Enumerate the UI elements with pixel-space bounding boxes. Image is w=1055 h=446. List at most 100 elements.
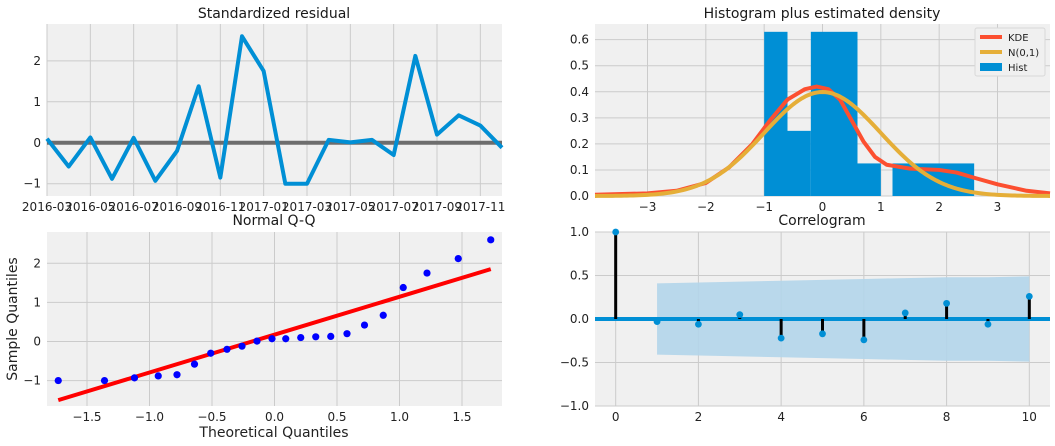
qq-ylabel: Sample Quantiles xyxy=(5,257,21,380)
y-tick-label: −1 xyxy=(23,374,41,388)
x-tick-label: 1.0 xyxy=(390,410,409,424)
qq-title: Normal Q-Q xyxy=(232,213,315,229)
y-tick-label: 1 xyxy=(33,295,41,309)
x-tick-label: 2016-07 xyxy=(109,200,159,214)
qq-point xyxy=(54,376,62,385)
acf-panel: 0 2 4 6 8 10 −1.0 −0.5 0.0 0.5 1.0 Correlogram xyxy=(560,213,1050,424)
hist-panel: −3 −2 −1 0 1 2 3 0.0 0.1 0.2 0.3 0.4 0.5 0.6 KDE N(0,… xyxy=(570,6,1051,214)
qq-point xyxy=(238,342,246,350)
x-tick-label: −3 xyxy=(639,200,657,214)
qq-point xyxy=(487,236,495,244)
qq-panel: −1.5 −1.0 −0.5 0.0 0.5 1.0 1.5 −1 0 1 2 Normal Q-Q… xyxy=(5,213,502,441)
x-tick-label: −1.0 xyxy=(135,410,164,424)
y-tick-label: 2 xyxy=(33,256,41,270)
qq-point xyxy=(100,376,109,385)
x-tick-label: −1.5 xyxy=(72,410,101,424)
y-tick-label: 1 xyxy=(33,95,41,109)
x-tick-label: 1 xyxy=(877,200,885,214)
y-tick-label: 0.0 xyxy=(570,312,589,326)
y-tick-label: 0.3 xyxy=(570,111,589,125)
acf-point xyxy=(695,320,702,328)
qq-point xyxy=(423,269,431,277)
y-tick-label: 0 xyxy=(33,334,41,348)
qq-point xyxy=(207,349,215,357)
x-tick-label: 2017-05 xyxy=(325,200,375,214)
y-tick-label: 0.6 xyxy=(570,33,589,47)
y-tick-label: −1.0 xyxy=(560,399,589,413)
x-tick-label: 8 xyxy=(943,410,951,424)
y-tick-label: 0.1 xyxy=(570,163,589,177)
x-tick-label: 2 xyxy=(695,410,703,424)
x-tick-label: −0.5 xyxy=(197,410,226,424)
qq-point xyxy=(154,372,162,380)
x-tick-label: 2017-09 xyxy=(412,200,462,214)
legend-hist-label: Hist xyxy=(1008,63,1028,74)
x-tick-label: 2017-01 xyxy=(239,200,289,214)
resid-ticks: 2016-032016-052016-072016-092016-112017-… xyxy=(22,54,505,214)
acf-point xyxy=(943,299,950,307)
qq-point xyxy=(379,311,387,319)
x-tick-label: 0.5 xyxy=(327,410,346,424)
qq-point xyxy=(360,321,369,329)
hist-ticks: −3 −2 −1 0 1 2 3 0.0 0.1 0.2 0.3 0.4 0.5 0.6 xyxy=(570,33,1001,214)
acf-point xyxy=(901,309,909,317)
x-tick-label: −2 xyxy=(697,200,715,214)
qq-marks xyxy=(54,236,495,403)
x-tick-label: 0 xyxy=(612,410,620,424)
y-tick-label: 0.2 xyxy=(570,137,589,151)
acf-point xyxy=(1025,292,1033,300)
residual-series-line xyxy=(45,34,504,186)
acf-title: Correlogram xyxy=(778,213,865,229)
acf-ticks: 0 2 4 6 8 10 −1.0 −0.5 0.0 0.5 1.0 xyxy=(560,225,1037,424)
x-tick-label: 0 xyxy=(819,200,827,214)
y-tick-label: 0.0 xyxy=(570,189,589,203)
qq-reference-line xyxy=(57,267,492,403)
qq-ticks: −1.5 −1.0 −0.5 0.0 0.5 1.0 1.5 −1 0 1 2 xyxy=(23,256,471,424)
x-tick-label: 3 xyxy=(994,200,1002,214)
acf-marks xyxy=(595,228,1050,362)
x-tick-label: 0.0 xyxy=(265,410,284,424)
x-tick-label: 2017-03 xyxy=(282,200,332,214)
qq-point xyxy=(312,333,320,341)
hist-legend: KDE N(0,1) Hist xyxy=(974,27,1046,77)
x-tick-label: −1 xyxy=(755,200,773,214)
acf-point xyxy=(736,311,744,319)
qq-point xyxy=(173,371,181,379)
y-tick-label: −1 xyxy=(23,177,41,191)
y-tick-label: 0.5 xyxy=(570,59,589,73)
qq-point xyxy=(454,254,462,263)
acf-point xyxy=(653,318,661,326)
x-tick-label: 10 xyxy=(1022,410,1037,424)
histogram-bar xyxy=(810,31,858,197)
resid-panel: 2016-032016-052016-072016-092016-112017-… xyxy=(22,6,505,214)
x-tick-label: 4 xyxy=(777,410,785,424)
resid-marks xyxy=(45,34,504,186)
qq-point xyxy=(399,283,407,292)
x-tick-label: 6 xyxy=(860,410,868,424)
acf-point xyxy=(984,320,992,328)
qq-point xyxy=(130,374,139,382)
x-tick-label: 2017-07 xyxy=(369,200,419,214)
x-tick-label: 2016-03 xyxy=(22,200,72,214)
qq-point xyxy=(297,333,305,342)
legend-normal-label: N(0,1) xyxy=(1008,48,1039,59)
x-tick-label: 2016-09 xyxy=(152,200,202,214)
qq-point xyxy=(253,337,261,345)
acf-point xyxy=(777,334,785,342)
normal-density-curve xyxy=(594,90,1051,198)
hist-marks xyxy=(594,31,1051,198)
y-tick-label: 0.4 xyxy=(570,85,589,99)
acf-point xyxy=(612,228,620,236)
y-tick-label: 0.5 xyxy=(570,269,589,283)
x-tick-label: 2 xyxy=(935,200,943,214)
qq-point xyxy=(343,330,351,338)
x-tick-label: 1.5 xyxy=(452,410,471,424)
acf-point xyxy=(860,336,868,344)
histogram-bar xyxy=(787,130,811,196)
y-tick-label: −0.5 xyxy=(560,356,589,370)
resid-title: Standardized residual xyxy=(198,6,350,22)
resid-grid xyxy=(46,24,502,196)
x-tick-label: 2017-11 xyxy=(455,200,505,214)
x-tick-label: 2016-05 xyxy=(65,200,115,214)
